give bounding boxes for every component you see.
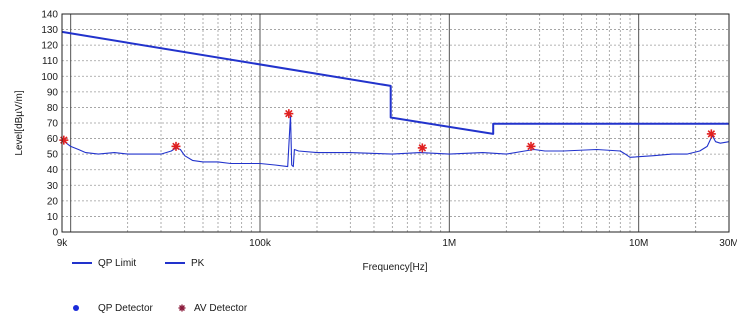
y-tick-label: 50 (47, 150, 59, 161)
y-tick-label: 10 (47, 212, 59, 223)
y-tick-label: 30 (47, 181, 59, 192)
legend-item: QP Detector (73, 303, 154, 314)
av-detector-point (59, 135, 69, 145)
y-tick-label: 90 (47, 87, 59, 98)
av-detector-point (706, 129, 716, 139)
legend-label: AV Detector (194, 303, 248, 314)
legend-swatch (73, 305, 79, 311)
av-detector-point (526, 141, 536, 151)
y-tick-label: 60 (47, 134, 59, 145)
x-tick-label: 10M (629, 238, 648, 249)
x-tick-label: 30M (719, 238, 737, 249)
y-tick-label: 140 (41, 10, 58, 21)
y-tick-label: 0 (52, 228, 58, 239)
x-tick-label: 100k (249, 238, 272, 249)
x-tick-label: 1M (442, 238, 456, 249)
series-layer (59, 30, 730, 168)
x-tick-label: 9k (57, 238, 69, 249)
y-tick-label: 20 (47, 196, 59, 207)
legend-item: AV Detector (178, 303, 248, 314)
av-detector-point (417, 143, 427, 153)
legend: QP Limit PK QP Detector AV Detector (72, 258, 248, 314)
qp-limit-line (61, 30, 729, 135)
legend-swatch (178, 304, 186, 312)
y-tick-label: 100 (41, 72, 58, 83)
legend-label: QP Limit (98, 258, 136, 269)
av-detector-point (284, 109, 294, 119)
y-tick-label: 70 (47, 119, 59, 130)
pk-trace-line (61, 114, 730, 168)
y-tick-label: 120 (41, 41, 58, 52)
y-tick-label: 80 (47, 103, 59, 114)
legend-item: QP Limit (72, 258, 136, 269)
y-axis-label: Level[dBµV/m] (14, 90, 25, 155)
legend-label: PK (191, 258, 205, 269)
legend-item: PK (165, 258, 205, 269)
av-detector-point (171, 141, 181, 151)
y-tick-label: 110 (42, 56, 58, 67)
x-axis-label: Frequency[Hz] (362, 262, 427, 273)
plot-frame (61, 13, 730, 233)
tick-labels: 0 10 20 30 40 50 60 70 80 90 100 110 120 130 140 9k 100k… (41, 10, 737, 250)
y-tick-label: 130 (41, 25, 58, 36)
legend-label: QP Detector (98, 303, 154, 314)
y-tick-label: 40 (47, 165, 59, 176)
